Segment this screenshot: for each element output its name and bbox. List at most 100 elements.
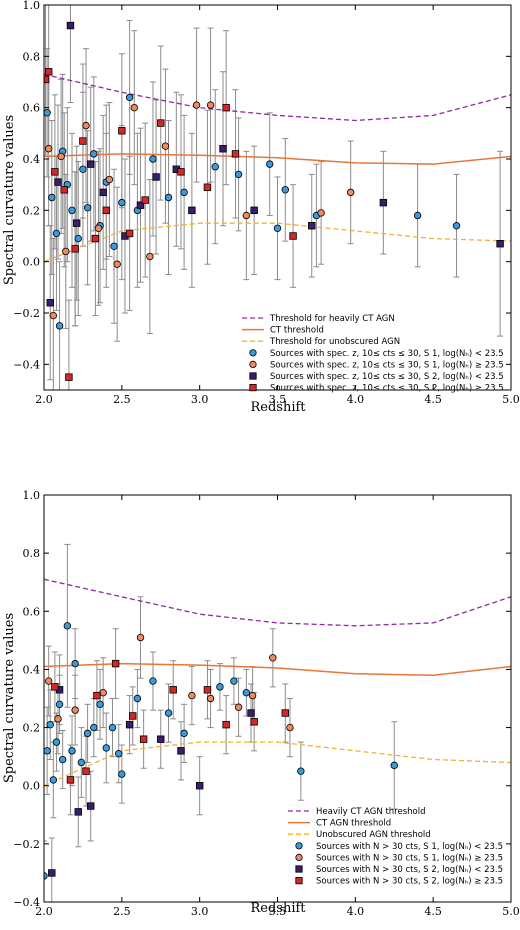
legend: Heavily CT AGN threshold CT AGN threshold… <box>288 807 503 887</box>
legend-label: Sources with N > 30 cts, S 2, log(Nₕ) ≥ … <box>316 877 503 887</box>
data-point <box>55 322 64 330</box>
data-point <box>66 21 75 30</box>
y-tick-label: −0.4 <box>13 358 40 371</box>
data-point <box>266 160 274 168</box>
y-axis-label: Spectral curvature values <box>2 115 17 285</box>
data-point <box>44 68 53 76</box>
data-point <box>71 706 79 714</box>
legend-label: CT threshold <box>270 326 324 336</box>
data-point <box>118 127 126 135</box>
x-tick-label: 3.0 <box>191 905 209 918</box>
data-point <box>206 101 215 109</box>
data-point <box>111 659 120 668</box>
data-point <box>180 188 188 197</box>
data-point <box>247 709 255 717</box>
threshold-line-1 <box>44 662 511 676</box>
legend-marker <box>295 877 303 885</box>
data-point <box>71 659 79 668</box>
y-tick-label: −0.2 <box>13 307 40 320</box>
data-point <box>203 686 212 694</box>
data-point <box>346 188 355 197</box>
legend-label: Threshold for heavily CT AGN <box>269 314 395 324</box>
data-point <box>177 168 185 176</box>
data-point <box>48 869 56 877</box>
legend-marker <box>249 349 257 357</box>
data-point <box>115 750 123 758</box>
y-tick-label: 0.0 <box>23 780 41 793</box>
x-tick-label: 3.5 <box>269 905 287 918</box>
data-point <box>136 201 145 209</box>
data-point <box>110 242 118 250</box>
data-point <box>51 683 59 691</box>
y-tick-label: 0.2 <box>23 722 41 735</box>
data-point <box>308 222 316 230</box>
y-tick-label: 1.0 <box>23 489 41 502</box>
data-point <box>82 767 90 775</box>
data-point <box>281 186 289 194</box>
data-point <box>90 150 98 158</box>
legend-label: Sources with spec. z, 10≤ cts ≤ 30, S 2,… <box>270 384 504 394</box>
data-point <box>157 735 165 743</box>
data-point <box>133 694 142 703</box>
data-point <box>206 694 215 703</box>
data-point <box>317 209 325 217</box>
bottom-panel: Spectral curvature values Redshift 2.0 2.… <box>2 489 520 918</box>
data-point <box>129 712 137 720</box>
x-tick-label: 3.0 <box>191 393 209 406</box>
data-point <box>102 744 110 752</box>
data-point <box>99 188 107 197</box>
data-point <box>222 720 230 729</box>
legend-label: Threshold for unobscured AGN <box>269 337 400 347</box>
data-point <box>141 196 149 204</box>
data-point <box>93 691 101 700</box>
data-point <box>130 103 138 112</box>
legend-marker <box>249 360 257 368</box>
data-point <box>230 677 238 685</box>
threshold-line-2 <box>44 741 511 787</box>
data-point <box>216 683 224 691</box>
data-point <box>54 178 62 186</box>
x-tick-label: 4.5 <box>424 393 442 406</box>
data-point <box>74 234 82 243</box>
data-point <box>188 691 196 700</box>
y-tick-label: 0.8 <box>23 50 41 63</box>
legend-label: Sources with N > 30 cts, S 1, log(Nₕ) ≥ … <box>316 853 503 863</box>
data-point <box>68 747 76 755</box>
data-point <box>269 654 277 662</box>
data-point <box>139 735 148 743</box>
data-point <box>157 119 165 127</box>
data-point <box>71 245 79 253</box>
threshold-line-0 <box>44 578 511 627</box>
plot-area <box>44 543 511 902</box>
data-point <box>46 720 54 729</box>
data-point <box>87 160 95 168</box>
data-point <box>94 224 103 232</box>
data-point <box>250 206 258 215</box>
plot-area <box>44 5 511 390</box>
data-point <box>188 206 196 215</box>
data-point <box>83 729 92 738</box>
data-point <box>242 211 251 220</box>
data-point <box>496 239 504 248</box>
data-point <box>281 709 289 717</box>
data-point <box>44 677 53 685</box>
threshold-line-0 <box>44 73 511 122</box>
data-point <box>63 622 72 630</box>
data-point <box>169 686 177 694</box>
legend-label: Sources with N > 30 cts, S 1, log(Nₕ) < … <box>316 842 503 852</box>
data-point <box>297 767 305 775</box>
x-tick-label: 4.0 <box>347 905 365 918</box>
x-tick-label: 5.0 <box>502 393 520 406</box>
data-point <box>219 145 227 153</box>
data-point <box>118 198 126 207</box>
legend-label: Sources with spec. z, 10≤ cts ≤ 30, S 1,… <box>270 349 504 359</box>
data-point <box>77 758 86 767</box>
data-point <box>60 186 68 194</box>
data-point <box>49 311 58 320</box>
data-point <box>99 688 107 697</box>
data-point <box>79 165 87 173</box>
legend-label: Sources with spec. z, 10≤ cts ≤ 30, S 2,… <box>270 372 504 382</box>
x-tick-label: 2.0 <box>35 905 53 918</box>
data-point <box>149 155 157 163</box>
legend-label: Heavily CT AGN threshold <box>316 807 426 817</box>
